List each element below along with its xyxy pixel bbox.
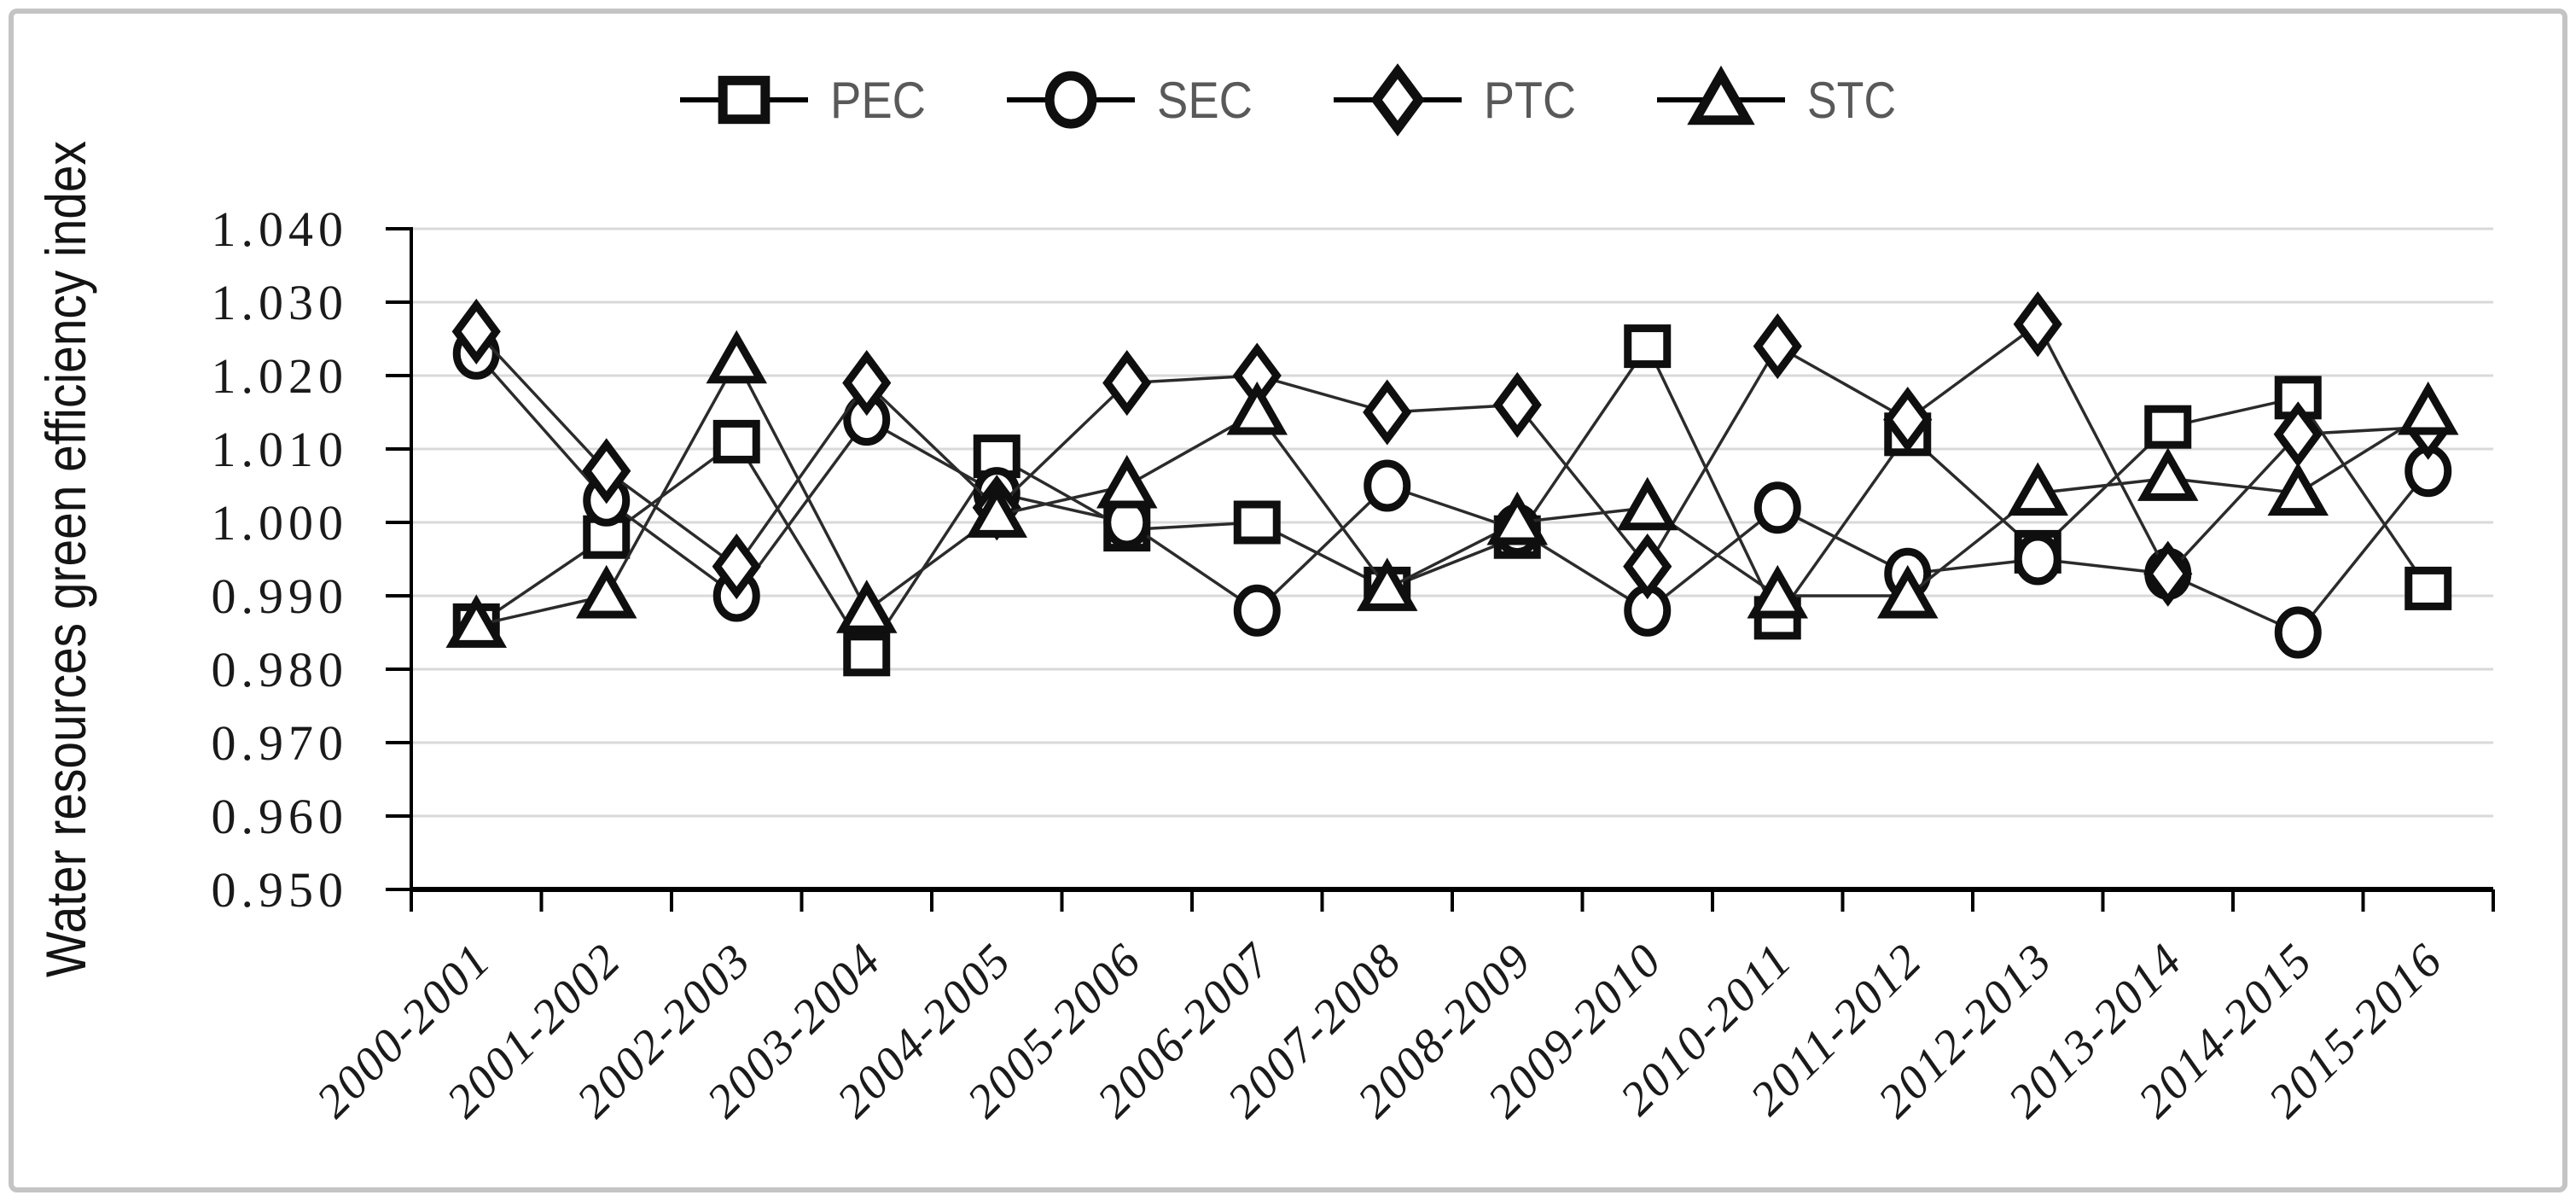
diamond-marker xyxy=(2143,540,2193,607)
legend-label: SEC xyxy=(1157,72,1253,129)
triangle-marker xyxy=(706,329,768,384)
triangle-marker xyxy=(1876,564,1939,619)
triangle-marker xyxy=(1096,454,1158,509)
diamond-marker xyxy=(582,438,631,504)
y-tick-label: 1.030 xyxy=(212,275,349,330)
triangle-marker xyxy=(2397,381,2459,435)
y-tick-label: 1.040 xyxy=(212,201,349,257)
y-tick-label: 1.010 xyxy=(212,422,349,477)
square-marker xyxy=(2144,405,2192,449)
square-marker xyxy=(1233,500,1281,545)
triangle-marker xyxy=(835,580,898,633)
triangle-marker xyxy=(2137,447,2199,501)
triangle-marker xyxy=(575,564,637,619)
y-tick-label: 0.970 xyxy=(212,715,349,771)
circle-marker xyxy=(1044,71,1097,129)
y-tick-label: 0.990 xyxy=(212,568,349,624)
triangle-marker xyxy=(1687,65,1755,125)
legend-label: PTC xyxy=(1484,72,1576,129)
circle-marker xyxy=(1233,584,1281,637)
series-line xyxy=(474,353,2430,634)
series-plot-area xyxy=(445,291,2459,677)
circle-marker xyxy=(1753,481,1801,534)
diamond-marker xyxy=(1363,379,1412,446)
series-line xyxy=(475,359,2429,627)
legend: PEC SEC PTC STC xyxy=(680,63,1896,137)
circle-marker xyxy=(1364,459,1411,512)
series-line xyxy=(475,344,2430,656)
diamond-marker xyxy=(2273,401,2323,468)
diamond-marker xyxy=(2013,291,2062,358)
diamond-marker xyxy=(1623,533,1672,600)
square-marker xyxy=(2404,566,2452,610)
diamond-marker xyxy=(1370,63,1425,137)
square-marker xyxy=(718,75,770,125)
circle-marker xyxy=(2274,606,2322,659)
square-marker xyxy=(843,633,891,677)
series-ptc xyxy=(451,291,2453,607)
series-line xyxy=(474,323,2428,575)
y-axis-tick-labels: 1.040 1.030 1.020 1.010 1.000 0.990 0.980 0.970… xyxy=(212,201,349,918)
y-tick-label: 0.980 xyxy=(212,642,349,697)
triangle-marker xyxy=(2267,462,2329,516)
triangle-marker xyxy=(1616,476,1678,531)
diamond-marker xyxy=(1753,313,1802,380)
y-tick-label: 0.950 xyxy=(212,862,349,918)
legend-label: STC xyxy=(1807,72,1896,129)
legend-item-pec: PEC xyxy=(680,72,926,129)
circle-marker xyxy=(2014,533,2061,586)
square-marker xyxy=(1624,324,1672,369)
diamond-marker xyxy=(842,350,892,417)
triangle-marker xyxy=(1226,381,1288,435)
series-stc xyxy=(445,329,2459,648)
chart-frame xyxy=(9,9,2567,1192)
diamond-marker xyxy=(1492,371,1542,438)
triangle-marker xyxy=(1486,491,1549,545)
legend-item-stc: STC xyxy=(1657,65,1896,129)
legend-item-sec: SEC xyxy=(1007,71,1253,129)
triangle-marker xyxy=(445,594,508,648)
triangle-marker xyxy=(966,484,1028,538)
y-axis-title: Water resources green efficiency index xyxy=(34,141,97,977)
square-marker xyxy=(712,419,760,463)
gridlines xyxy=(411,227,2493,818)
y-tick-label: 1.000 xyxy=(212,495,349,551)
x-axis-ticks xyxy=(410,889,2495,912)
y-tick-label: 0.960 xyxy=(212,789,349,844)
diamond-marker xyxy=(1883,387,1933,453)
triangle-marker xyxy=(1747,564,1809,619)
triangle-marker xyxy=(1356,557,1418,611)
y-tick-label: 1.020 xyxy=(212,348,349,404)
y-axis-ticks xyxy=(386,227,412,891)
legend-label: PEC xyxy=(830,72,926,129)
diamond-marker xyxy=(1102,350,1152,417)
x-axis-tick-labels: 2000-20012001-20022002-20032003-20042004… xyxy=(306,933,2453,1128)
diamond-marker xyxy=(712,533,761,600)
triangle-marker xyxy=(2007,462,2069,516)
axis-lines xyxy=(410,227,2493,892)
legend-item-ptc: PTC xyxy=(1334,63,1576,137)
diamond-marker xyxy=(451,298,501,364)
